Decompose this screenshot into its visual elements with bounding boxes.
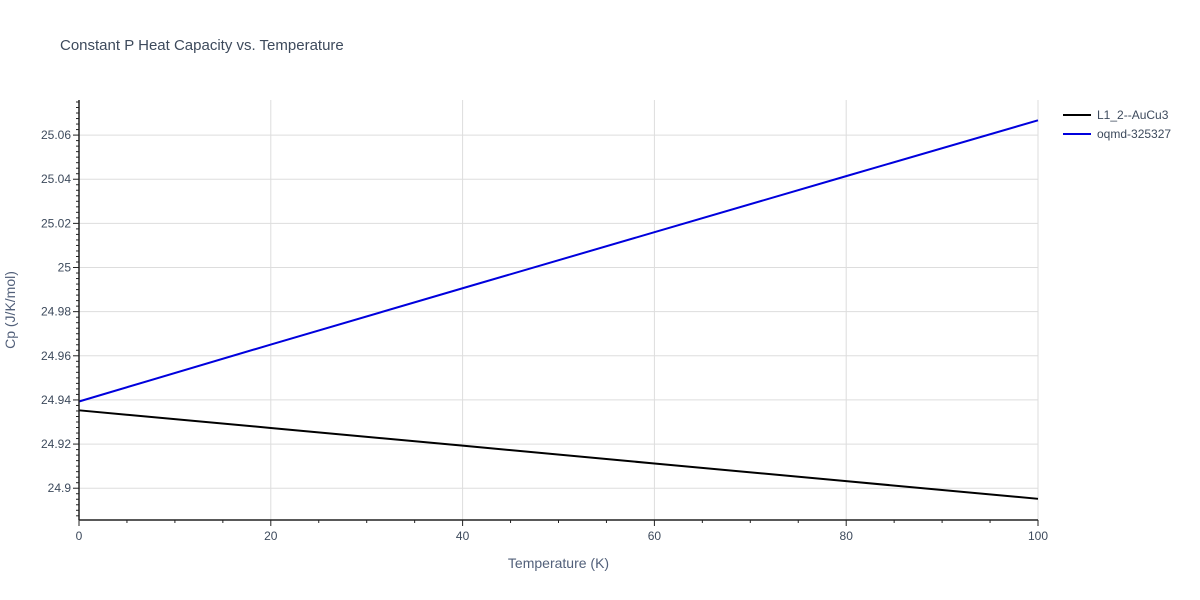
x-tick-label: 0 (76, 529, 83, 543)
series-lines (78, 119, 1039, 500)
y-tick-label: 25.06 (41, 128, 71, 142)
y-tick-label: 25.04 (41, 172, 71, 186)
x-tick-label: 40 (456, 529, 470, 543)
y-tick-label: 24.94 (41, 393, 71, 407)
x-tick-label: 20 (264, 529, 278, 543)
series-line-0 (78, 409, 1039, 500)
y-tick-label: 24.96 (41, 349, 71, 363)
x-tick-label: 100 (1028, 529, 1048, 543)
x-tick-label: 60 (648, 529, 662, 543)
y-tick-label: 24.9 (48, 481, 72, 495)
tick-labels: 0 20 40 60 80 100 24.9 24.92 24.94 24.96 24.98 25 25… (41, 128, 1048, 543)
y-axis-label: Cp (J/K/mol) (2, 271, 18, 349)
y-tick-label: 24.92 (41, 437, 71, 451)
y-tick-label: 24.98 (41, 305, 71, 319)
legend[interactable]: L1_2--AuCu3 oqmd-325327 (1063, 108, 1171, 141)
x-axis-label: Temperature (K) (508, 555, 609, 571)
series-line-1 (78, 119, 1039, 403)
axes (73, 100, 1039, 526)
legend-item-label[interactable]: L1_2--AuCu3 (1097, 108, 1169, 122)
x-tick-label: 80 (840, 529, 854, 543)
chart-title: Constant P Heat Capacity vs. Temperature (60, 37, 344, 54)
y-tick-label: 25.02 (41, 216, 71, 230)
grid-lines (79, 100, 1039, 520)
legend-item-label[interactable]: oqmd-325327 (1097, 127, 1171, 141)
y-tick-label: 25 (58, 261, 72, 275)
